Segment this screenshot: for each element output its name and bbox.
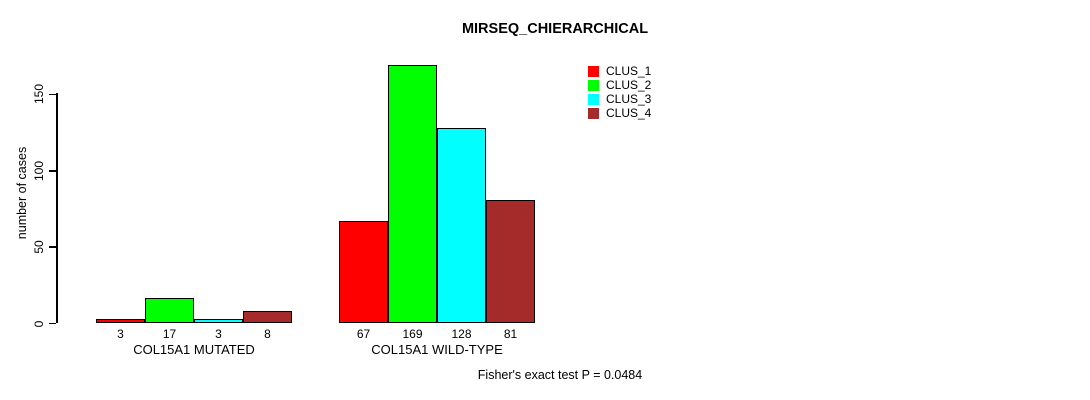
bar-clus_2-wild-type [388, 65, 437, 324]
legend-swatch-clus_2 [588, 79, 599, 91]
legend-swatch-clus_3 [588, 93, 599, 105]
legend-row: CLUS_1 [588, 64, 651, 78]
bar-clus_4-mutated [243, 311, 292, 324]
bar-value-label: 3 [215, 327, 222, 341]
bar-clus_3-mutated [194, 318, 243, 324]
footnote: Fisher's exact test P = 0.0484 [477, 368, 643, 382]
bar-value-label: 8 [264, 327, 271, 341]
legend-label: CLUS_4 [606, 106, 652, 120]
y-tick-label: 100 [32, 160, 46, 181]
y-tick-mark [49, 93, 56, 96]
y-axis [56, 93, 58, 323]
bar-value-label: 81 [503, 327, 518, 341]
legend-label: CLUS_3 [606, 92, 652, 106]
legend-label: CLUS_1 [606, 64, 652, 78]
y-tick-mark [49, 322, 56, 325]
legend-swatch-clus_1 [588, 65, 599, 77]
x-category-label: COL15A1 WILD-TYPE [371, 342, 503, 357]
legend-row: CLUS_2 [588, 78, 651, 92]
y-tick-mark [49, 246, 56, 248]
y-tick-label: 0 [32, 320, 46, 327]
legend-row: CLUS_4 [588, 106, 651, 120]
legend-row: CLUS_3 [588, 92, 651, 106]
legend-swatch-clus_4 [588, 107, 599, 119]
legend-label: CLUS_2 [606, 78, 652, 92]
bar-value-label: 128 [451, 327, 472, 341]
bar-value-label: 67 [356, 327, 371, 341]
chart-title: MIRSEQ_CHIERARCHICAL [461, 21, 649, 37]
legend: CLUS_1 CLUS_2 CLUS_3 CLUS_4 [588, 64, 651, 120]
x-category-label: COL15A1 MUTATED [133, 342, 255, 357]
bar-value-label: 3 [117, 327, 124, 341]
bar-clus_1-wild-type [339, 221, 388, 324]
y-tick-label: 150 [32, 84, 46, 105]
bar-clus_1-mutated [96, 318, 145, 324]
y-axis-label: number of cases [15, 146, 29, 240]
bar-clus_2-mutated [145, 297, 194, 324]
bar-value-label: 169 [402, 327, 423, 341]
y-tick-label: 50 [32, 240, 46, 254]
y-tick-mark [49, 170, 56, 172]
bar-value-label: 17 [162, 327, 177, 341]
bar-clus_3-wild-type [437, 128, 486, 324]
bar-clus_4-wild-type [486, 199, 535, 324]
